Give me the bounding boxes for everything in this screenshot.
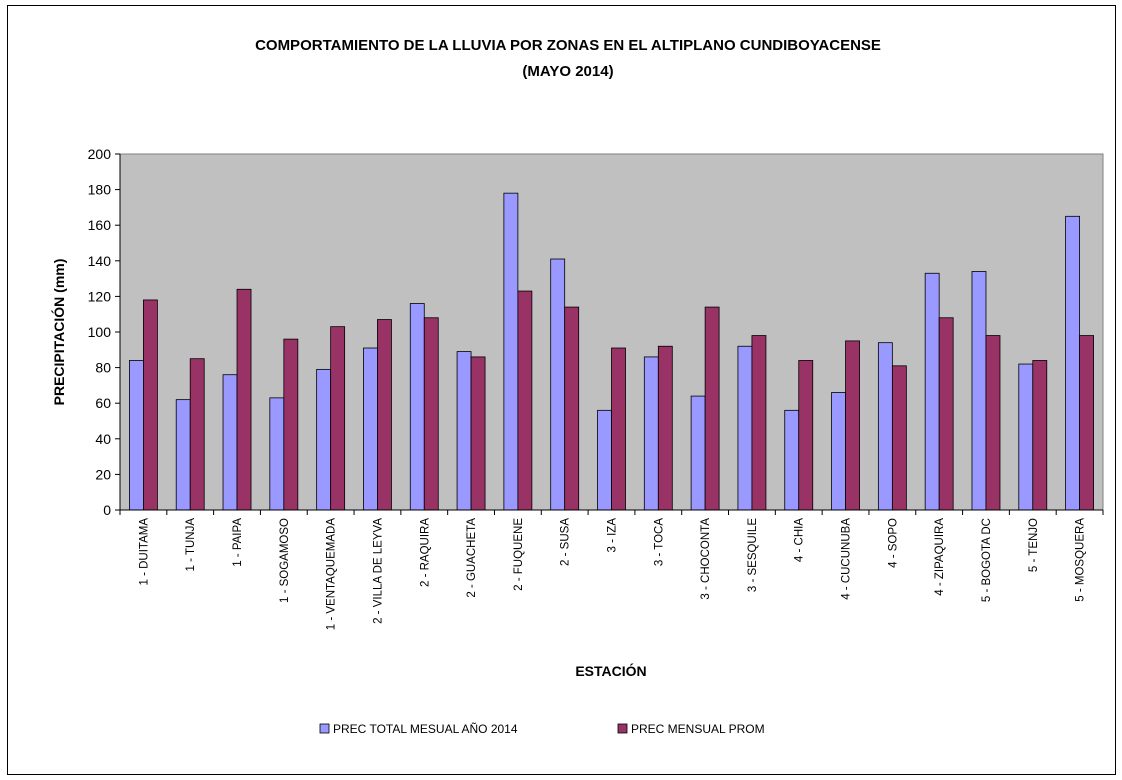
y-tick-label: 40 [95, 431, 111, 447]
x-tick-label: 1 - VENTAQUEMADA [326, 518, 338, 631]
bar-series-2 [798, 360, 814, 511]
bar-series-1 [831, 392, 846, 511]
bar-series-2 [938, 317, 954, 511]
x-tick-label: 4 - ZIPAQUIRA [934, 518, 946, 596]
bar-series-2 [189, 358, 205, 511]
bar-series-1 [409, 303, 425, 511]
bars-layer [129, 192, 1094, 511]
x-tick-label: 5 - TENJO [1028, 518, 1040, 572]
bar-series-1 [971, 271, 987, 511]
bar-series-1 [503, 192, 519, 511]
chart-subtitle: (MAYO 2014) [522, 63, 613, 80]
x-tick-label: 2 - FUQUENE [513, 518, 525, 591]
x-tick-label: 1 - TUNJA [185, 518, 197, 572]
x-tick-label: 3 - SESQUILE [747, 518, 759, 592]
bar-series-2 [143, 299, 158, 511]
bar-series-1 [643, 356, 659, 511]
legend-label: PREC MENSUAL PROM [631, 722, 765, 736]
x-tick-label: 2 - SUSA [560, 518, 572, 566]
bar-series-1 [175, 399, 191, 511]
bar-series-1 [924, 272, 940, 511]
bar-series-2 [1032, 360, 1048, 511]
y-tick-label: 80 [95, 360, 111, 376]
bar-series-2 [283, 338, 299, 511]
x-tick-label: 1 - SOGAMOSO [279, 518, 291, 603]
x-tick-label: 2 - VILLA DE LEYVA [372, 518, 384, 624]
bar-series-1 [316, 368, 332, 511]
chart-title: COMPORTAMIENTO DE LA LLUVIA POR ZONAS EN… [255, 37, 881, 54]
x-axis-title: ESTACIÓN [575, 662, 646, 679]
y-tick-label: 180 [88, 182, 112, 198]
bar-series-2 [423, 317, 439, 511]
bar-series-2 [470, 356, 486, 511]
legend-swatch [319, 723, 330, 734]
bar-series-1 [597, 409, 612, 511]
x-tick-label: 3 - IZA [607, 518, 619, 553]
x-tick-label: 3 - TOCA [653, 518, 665, 566]
bar-series-1 [1065, 215, 1080, 511]
bar-series-2 [1079, 335, 1094, 511]
bar-series-2 [236, 288, 252, 511]
legend-label: PREC TOTAL MESUAL AÑO 2014 [333, 722, 518, 736]
bar-series-1 [784, 409, 800, 511]
y-tick-label: 0 [103, 502, 111, 518]
y-axis-title: PRECIPITACIÓN (mm) [50, 259, 67, 406]
bar-series-1 [456, 351, 472, 511]
x-tick-label: 4 - CHIA [794, 518, 806, 562]
bar-series-1 [1018, 363, 1034, 511]
bar-series-1 [737, 345, 753, 511]
x-tick-label: 2 - GUACHETA [466, 518, 478, 598]
x-tick-label: 5 - MOSQUERA [1075, 518, 1087, 602]
bar-series-2 [891, 365, 907, 511]
bar-series-2 [751, 335, 767, 511]
bar-series-1 [269, 397, 285, 511]
bar-series-2 [657, 345, 673, 511]
legend-swatch [617, 723, 628, 734]
bar-series-2 [377, 319, 392, 511]
y-tick-label: 100 [88, 324, 112, 340]
x-tick-label: 1 - DUITAMA [138, 518, 150, 586]
bar-series-2 [517, 290, 533, 511]
bar-series-2 [845, 340, 860, 511]
axes-layer: 0 20 40 60 80 100 120 140 160 180 200 1 - DUITAMA 1 … [88, 146, 1104, 631]
y-tick-label: 120 [88, 288, 112, 304]
bar-series-2 [985, 335, 1001, 511]
bar-series-2 [330, 326, 346, 511]
x-tick-label: 1 - PAIPA [232, 518, 244, 567]
x-tick-label: 4 - CUCUNUBA [841, 518, 853, 600]
bar-series-1 [129, 360, 144, 511]
y-tick-label: 20 [95, 466, 111, 482]
bar-series-1 [877, 342, 893, 511]
y-tick-label: 200 [88, 146, 112, 162]
bar-series-1 [550, 258, 566, 511]
x-tick-label: 4 - SOPO [887, 518, 899, 568]
x-tick-label: 3 - CHOCONTA [700, 518, 712, 600]
bar-series-2 [611, 347, 626, 511]
bar-series-2 [704, 306, 720, 511]
y-tick-label: 60 [95, 395, 111, 411]
x-tick-label: 5 - BOGOTA DC [981, 518, 993, 602]
legend: PREC TOTAL MESUAL AÑO 2014 PREC MENSUAL P… [319, 722, 765, 736]
bar-series-1 [363, 347, 378, 511]
bar-series-1 [690, 395, 706, 511]
y-tick-label: 160 [88, 217, 112, 233]
bar-series-1 [222, 374, 238, 511]
x-tick-label: 2 - RAQUIRA [419, 518, 431, 587]
bar-series-2 [564, 306, 580, 511]
y-tick-label: 140 [88, 253, 112, 269]
